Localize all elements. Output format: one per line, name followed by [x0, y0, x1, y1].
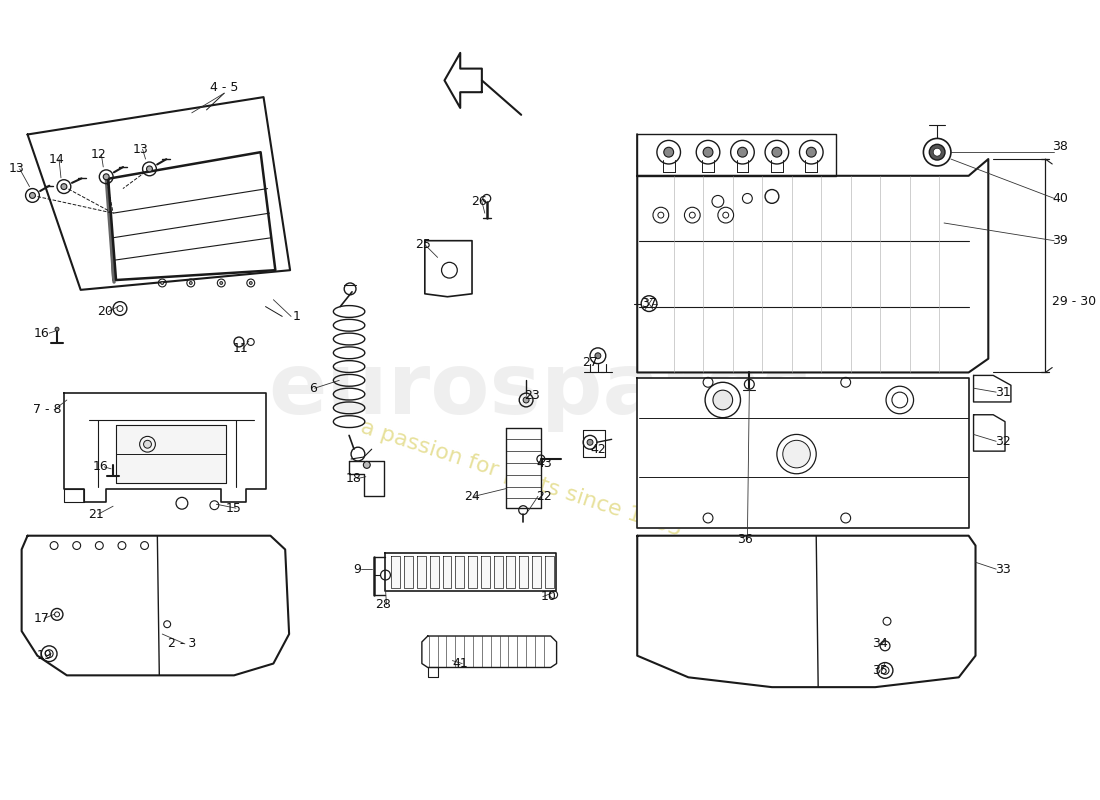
- Text: 15: 15: [227, 502, 242, 514]
- Polygon shape: [392, 556, 400, 588]
- Circle shape: [703, 147, 713, 157]
- Text: 33: 33: [996, 562, 1011, 576]
- Text: 35: 35: [872, 664, 888, 677]
- Text: 21: 21: [88, 507, 104, 521]
- Circle shape: [930, 144, 945, 160]
- Text: 23: 23: [524, 389, 540, 402]
- Text: 6: 6: [309, 382, 317, 394]
- Polygon shape: [108, 152, 275, 280]
- Text: 10: 10: [541, 590, 557, 603]
- Text: 16: 16: [33, 326, 50, 340]
- Text: 11: 11: [233, 342, 249, 355]
- Polygon shape: [637, 378, 969, 528]
- Text: 34: 34: [872, 638, 888, 650]
- Polygon shape: [64, 393, 265, 502]
- Polygon shape: [974, 375, 1011, 402]
- Text: 7 - 8: 7 - 8: [33, 403, 62, 416]
- Polygon shape: [544, 556, 553, 588]
- Text: 37: 37: [641, 297, 657, 310]
- Polygon shape: [422, 636, 557, 667]
- Text: 28: 28: [375, 598, 392, 611]
- Polygon shape: [349, 461, 384, 496]
- Text: 2 - 3: 2 - 3: [168, 638, 196, 650]
- Text: 4 - 5: 4 - 5: [210, 81, 239, 94]
- Text: 31: 31: [996, 386, 1011, 398]
- Polygon shape: [469, 556, 477, 588]
- Polygon shape: [22, 536, 289, 675]
- Text: 40: 40: [1053, 192, 1068, 205]
- Text: 43: 43: [536, 458, 552, 470]
- Polygon shape: [442, 556, 451, 588]
- Polygon shape: [417, 556, 426, 588]
- Polygon shape: [506, 427, 541, 508]
- Circle shape: [737, 147, 747, 157]
- Circle shape: [144, 440, 152, 448]
- Text: 25: 25: [415, 238, 431, 251]
- Polygon shape: [385, 554, 556, 590]
- Polygon shape: [494, 556, 503, 588]
- Circle shape: [30, 193, 35, 198]
- Text: 18: 18: [346, 472, 362, 485]
- Polygon shape: [430, 556, 439, 588]
- Circle shape: [933, 148, 942, 156]
- Text: 13: 13: [9, 162, 24, 175]
- Text: 29 - 30: 29 - 30: [1053, 295, 1097, 308]
- Text: 14: 14: [48, 153, 64, 166]
- Circle shape: [772, 147, 782, 157]
- Text: 12: 12: [90, 148, 107, 161]
- Polygon shape: [637, 159, 988, 373]
- Text: 9: 9: [353, 562, 361, 576]
- Circle shape: [220, 282, 222, 285]
- Circle shape: [55, 327, 59, 331]
- Text: 16: 16: [92, 460, 108, 474]
- Text: 1: 1: [293, 310, 301, 323]
- Circle shape: [146, 166, 153, 172]
- Text: eurospares: eurospares: [268, 349, 813, 432]
- Text: 27: 27: [582, 356, 598, 369]
- Circle shape: [189, 282, 192, 285]
- Circle shape: [587, 439, 593, 446]
- Text: 36: 36: [737, 533, 754, 546]
- Circle shape: [595, 353, 601, 358]
- Circle shape: [806, 147, 816, 157]
- Polygon shape: [974, 414, 1005, 451]
- Circle shape: [783, 440, 811, 468]
- Text: 17: 17: [33, 612, 50, 625]
- Circle shape: [103, 174, 109, 180]
- Polygon shape: [428, 667, 438, 678]
- Circle shape: [60, 184, 67, 190]
- Text: 20: 20: [97, 305, 113, 318]
- Polygon shape: [506, 556, 515, 588]
- Polygon shape: [444, 53, 482, 108]
- Polygon shape: [64, 489, 84, 502]
- Text: a passion for parts since 1985: a passion for parts since 1985: [358, 417, 684, 540]
- Circle shape: [161, 282, 164, 285]
- Circle shape: [663, 147, 673, 157]
- Polygon shape: [481, 556, 490, 588]
- Circle shape: [524, 397, 529, 403]
- Polygon shape: [116, 425, 227, 482]
- Text: 41: 41: [452, 657, 469, 670]
- Polygon shape: [404, 556, 412, 588]
- Polygon shape: [425, 241, 472, 297]
- Text: 32: 32: [996, 435, 1011, 448]
- Text: 42: 42: [590, 442, 606, 456]
- Circle shape: [363, 462, 371, 468]
- Text: 26: 26: [471, 195, 487, 208]
- Text: 22: 22: [536, 490, 552, 503]
- Circle shape: [250, 282, 252, 285]
- Text: 39: 39: [1053, 234, 1068, 247]
- Text: 24: 24: [464, 490, 480, 503]
- Polygon shape: [455, 556, 464, 588]
- Polygon shape: [519, 556, 528, 588]
- Polygon shape: [637, 536, 976, 687]
- Circle shape: [713, 390, 733, 410]
- Polygon shape: [28, 97, 290, 290]
- Text: 19: 19: [36, 649, 52, 662]
- Polygon shape: [532, 556, 541, 588]
- Text: 13: 13: [133, 142, 148, 156]
- Text: 38: 38: [1053, 140, 1068, 153]
